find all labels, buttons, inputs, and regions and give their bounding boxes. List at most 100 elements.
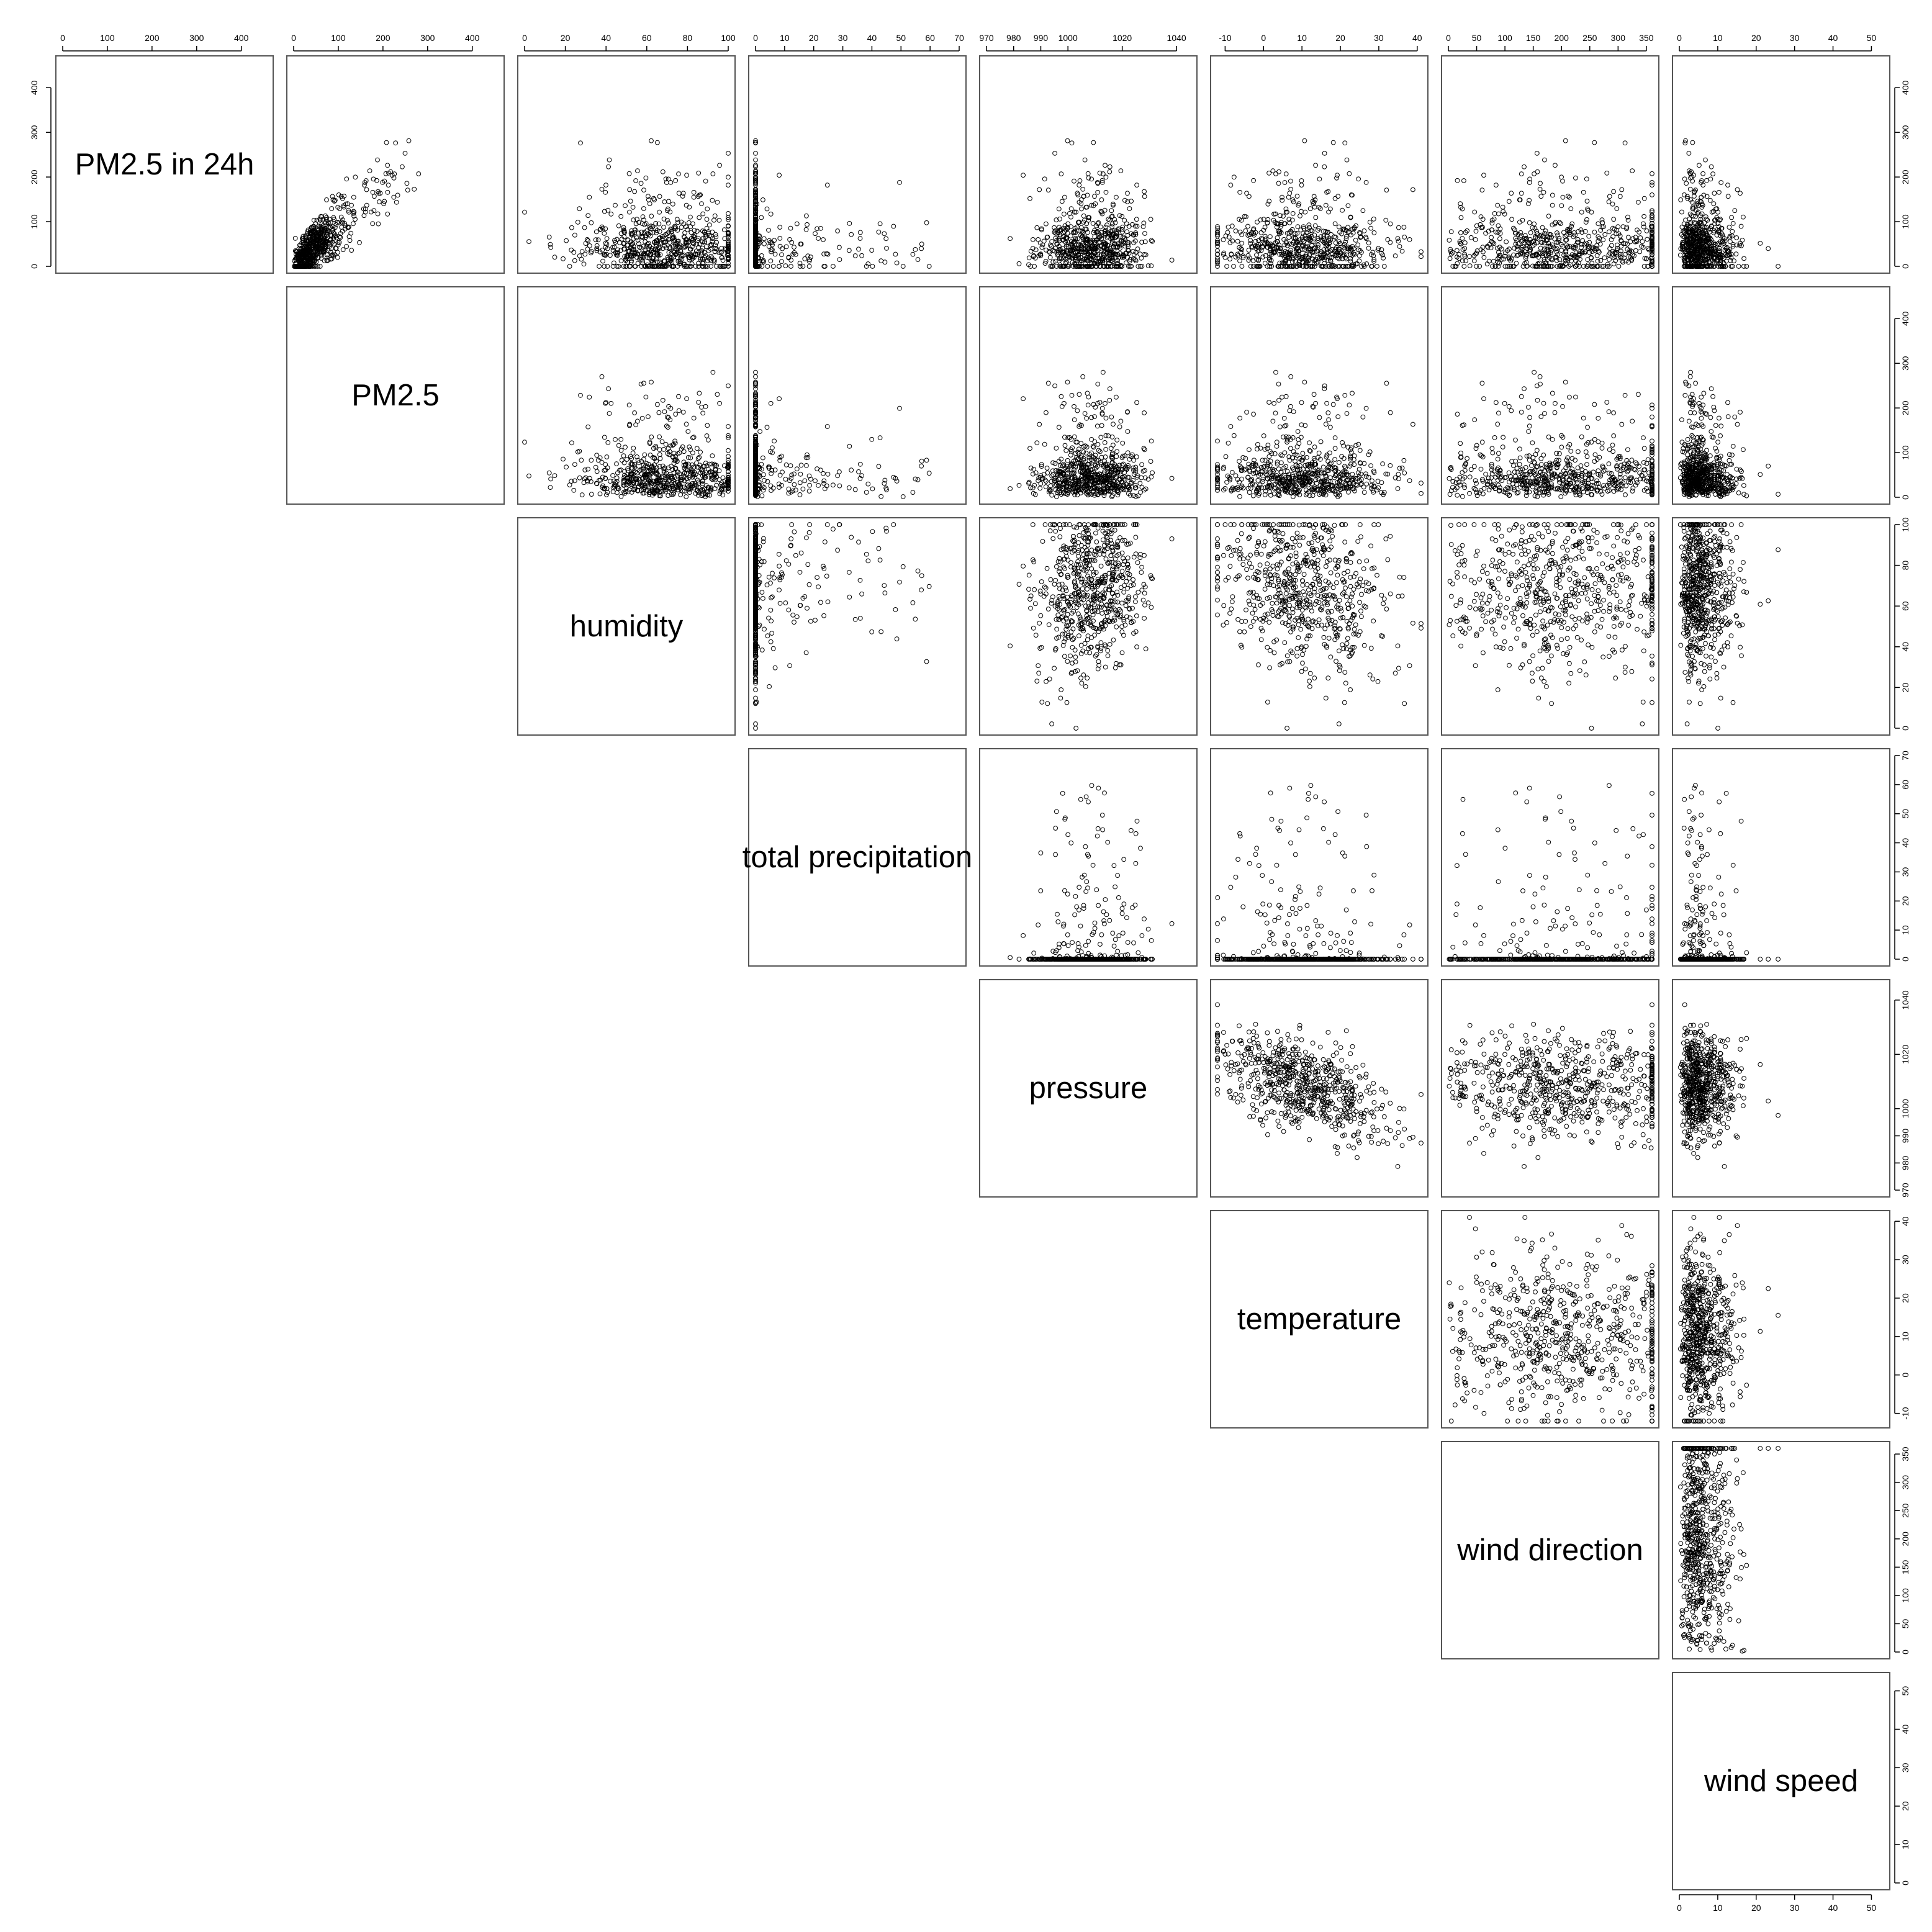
- data-point: [553, 474, 557, 478]
- data-point: [1322, 151, 1327, 156]
- data-point: [1366, 241, 1371, 245]
- scatter-panel-pm2-5-in-24h-vs-pm2-5: [287, 56, 504, 273]
- data-point: [877, 230, 881, 234]
- data-point: [1226, 225, 1230, 229]
- data-point: [821, 238, 826, 242]
- data-point: [677, 172, 681, 176]
- data-point: [1709, 165, 1713, 169]
- data-point: [658, 456, 662, 461]
- data-point: [613, 203, 618, 207]
- data-point: [1221, 238, 1226, 242]
- data-point: [1063, 195, 1067, 199]
- data-point: [1728, 240, 1733, 244]
- data-point: [384, 140, 389, 145]
- data-point: [549, 477, 553, 481]
- data-point: [586, 214, 590, 218]
- data-point: [527, 240, 531, 244]
- data-point: [1734, 252, 1738, 256]
- data-point: [607, 165, 611, 169]
- data-point: [1482, 255, 1486, 260]
- data-point: [1522, 165, 1527, 169]
- data-point: [1632, 254, 1636, 258]
- data-point: [1579, 210, 1584, 214]
- data-point: [1711, 209, 1715, 214]
- data-point: [805, 214, 809, 218]
- data-point: [885, 246, 889, 251]
- data-point: [376, 158, 380, 162]
- data-point: [761, 198, 765, 202]
- data-point: [697, 261, 701, 266]
- data-point: [1170, 258, 1174, 263]
- data-point: [1407, 238, 1412, 242]
- data-point: [1225, 264, 1229, 269]
- data-point: [1612, 217, 1616, 222]
- data-point: [1143, 232, 1147, 236]
- data-point: [1459, 215, 1463, 220]
- data-point: [1134, 217, 1139, 222]
- data-point: [1042, 177, 1047, 181]
- data-point: [669, 181, 673, 185]
- data-point: [627, 171, 631, 176]
- data-point: [1142, 194, 1147, 199]
- data-point: [1096, 190, 1100, 194]
- data-point: [870, 248, 874, 253]
- data-point: [567, 264, 572, 269]
- data-point: [1650, 181, 1654, 185]
- data-point: [1776, 264, 1781, 269]
- data-point: [662, 225, 666, 230]
- data-point: [1600, 218, 1604, 222]
- data-point: [384, 171, 388, 176]
- data-point: [816, 237, 821, 241]
- data-point: [1263, 234, 1267, 238]
- data-point: [1519, 191, 1523, 196]
- data-point: [700, 246, 705, 250]
- data-point: [1645, 237, 1650, 242]
- data-point: [1333, 196, 1337, 201]
- data-point: [646, 242, 651, 246]
- data-point: [1460, 237, 1465, 241]
- data-point: [1263, 261, 1267, 266]
- data-point: [1365, 262, 1369, 266]
- data-point: [1717, 190, 1722, 194]
- data-point: [1535, 151, 1539, 156]
- data-point: [696, 456, 700, 461]
- data-point: [1040, 245, 1044, 250]
- data-point: [652, 196, 656, 201]
- data-point: [1312, 200, 1316, 204]
- data-point: [1494, 183, 1498, 187]
- data-point: [1520, 245, 1525, 249]
- data-point: [1546, 214, 1551, 219]
- data-point: [1509, 191, 1514, 196]
- data-point: [1623, 141, 1627, 145]
- data-point: [345, 177, 349, 181]
- data-point: [1308, 207, 1312, 211]
- data-point: [1268, 235, 1273, 239]
- data-point: [1615, 207, 1619, 211]
- data-point: [684, 495, 688, 499]
- data-point: [595, 243, 599, 248]
- data-point: [1741, 215, 1746, 219]
- data-point: [1607, 258, 1612, 262]
- data-point: [720, 255, 724, 260]
- data-point: [1060, 199, 1064, 204]
- data-point: [705, 434, 709, 438]
- data-point: [644, 395, 648, 399]
- data-point: [403, 151, 407, 156]
- data-point: [895, 261, 899, 265]
- data-point: [715, 240, 719, 245]
- data-point: [628, 210, 632, 214]
- data-point: [674, 178, 678, 183]
- data-point: [1581, 190, 1586, 194]
- data-point: [1492, 212, 1497, 216]
- data-point: [1558, 258, 1562, 262]
- data-point: [1083, 158, 1087, 162]
- data-point: [639, 382, 643, 386]
- data-point: [1419, 255, 1424, 259]
- data-point: [386, 163, 390, 168]
- data-point: [1362, 229, 1366, 233]
- data-point: [1480, 188, 1484, 192]
- data-point: [1396, 239, 1401, 243]
- data-point: [1077, 183, 1081, 187]
- data-point: [1730, 229, 1735, 233]
